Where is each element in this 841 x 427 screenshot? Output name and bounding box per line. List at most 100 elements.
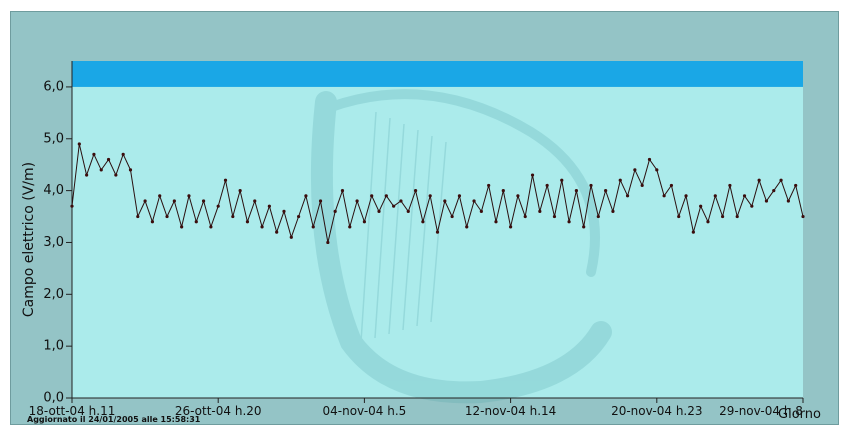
y-tick-label: 5,0: [43, 131, 64, 146]
x-tick-label: 20-nov-04 h.23: [611, 404, 702, 418]
data-point: [589, 183, 593, 188]
data-point: [764, 199, 769, 203]
data-point: [633, 168, 637, 172]
x-tick-label: 18-ott-04 h.11: [29, 404, 116, 418]
y-ticks: 0,0 1,0 2,0 3,0 4,0 5,0 6,0: [43, 79, 72, 406]
limit-band: [72, 61, 803, 87]
data-point: [735, 214, 739, 219]
data-point: [684, 194, 688, 198]
data-point: [92, 152, 96, 156]
data-point: [706, 220, 710, 224]
data-point: [728, 183, 732, 188]
data-point: [479, 209, 483, 213]
data-point: [253, 199, 257, 203]
data-point: [465, 225, 469, 229]
data-point: [267, 204, 271, 208]
data-point: [494, 220, 498, 224]
data-point: [669, 183, 674, 188]
data-point: [238, 189, 242, 193]
data-point: [450, 214, 454, 219]
data-point: [604, 189, 608, 193]
data-point: [757, 178, 761, 182]
data-point: [691, 230, 695, 234]
data-point: [231, 214, 235, 219]
data-point: [311, 225, 315, 229]
data-point: [318, 199, 323, 203]
data-point: [421, 220, 425, 224]
data-point: [472, 199, 476, 203]
data-point: [370, 194, 374, 198]
data-point: [772, 189, 776, 193]
x-axis-label: Giorno: [778, 407, 821, 422]
data-point: [582, 225, 586, 229]
data-point: [333, 209, 337, 213]
data-point: [201, 199, 206, 203]
data-point: [99, 168, 103, 172]
data-point: [348, 225, 352, 229]
data-point: [289, 235, 293, 239]
data-point: [355, 199, 359, 203]
data-point: [699, 204, 703, 208]
data-point: [121, 152, 125, 156]
x-tick-label: 26-ott-04 h.20: [175, 404, 262, 418]
data-point: [209, 225, 213, 229]
data-point: [77, 142, 81, 146]
data-point: [567, 220, 571, 224]
data-point: [413, 189, 418, 193]
data-point: [143, 199, 147, 203]
data-point: [720, 214, 725, 219]
data-point: [245, 220, 250, 224]
data-point: [552, 214, 557, 219]
data-point: [786, 199, 790, 203]
data-point: [618, 178, 622, 182]
data-point: [70, 204, 74, 208]
series-points: [70, 142, 805, 245]
data-point: [180, 225, 184, 229]
data-point: [399, 199, 403, 203]
data-point: [596, 214, 600, 219]
data-point: [523, 214, 527, 219]
data-point: [172, 199, 176, 203]
y-tick-label: 0,0: [43, 391, 64, 406]
data-point: [428, 194, 432, 198]
data-point: [260, 225, 264, 229]
data-point: [501, 189, 505, 193]
data-point: [187, 194, 191, 198]
data-point: [377, 209, 381, 213]
update-timestamp: Aggiornato il 24/01/2005 alle 15:58:31: [27, 415, 201, 424]
data-point: [326, 240, 330, 245]
plot-area: [72, 61, 803, 398]
data-point: [136, 214, 140, 219]
chart: 0,0 1,0 2,0 3,0 4,0 5,0 6,0 18-ott-04 h.11 26-o…: [21, 61, 821, 424]
data-point: [114, 173, 118, 177]
data-point: [362, 220, 366, 224]
data-point: [165, 214, 169, 219]
data-point: [640, 183, 644, 188]
data-point: [384, 194, 388, 198]
data-point: [487, 183, 491, 188]
data-point: [275, 230, 279, 234]
y-tick-label: 4,0: [43, 183, 64, 198]
data-point: [158, 194, 162, 198]
y-tick-label: 1,0: [43, 339, 64, 354]
data-point: [516, 194, 520, 198]
chart-frame: 0,0 1,0 2,0 3,0 4,0 5,0 6,0 18-ott-04 h.11 26-o…: [10, 11, 839, 425]
data-point: [223, 178, 228, 182]
data-point: [750, 204, 754, 208]
data-point: [194, 220, 198, 224]
data-point: [794, 183, 798, 188]
data-point: [655, 168, 659, 172]
data-point: [106, 157, 111, 162]
y-tick-label: 3,0: [43, 235, 64, 250]
data-point: [574, 189, 578, 193]
data-point: [85, 173, 89, 177]
y-tick-label: 6,0: [43, 79, 64, 94]
data-point: [216, 204, 220, 208]
data-point: [435, 230, 440, 234]
data-point: [509, 225, 513, 229]
data-point: [457, 194, 462, 198]
data-point: [150, 220, 155, 224]
data-point: [545, 183, 549, 188]
data-point: [406, 209, 410, 213]
x-ticks: 18-ott-04 h.11 26-ott-04 h.20 04-nov-04 h.…: [29, 398, 804, 418]
